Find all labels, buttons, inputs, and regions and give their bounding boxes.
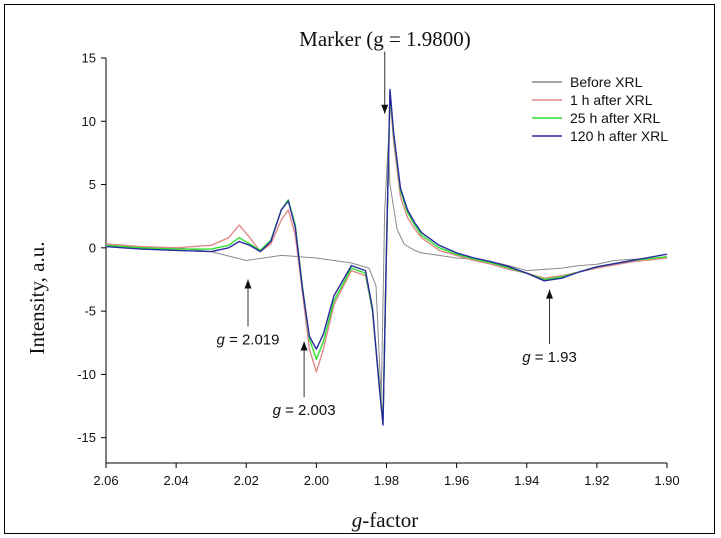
g-symbol: g [217,331,226,348]
marker-annotation-label: Marker (g = 1.9800) [299,27,471,51]
x-tick-label: 2.02 [234,473,259,488]
y-tick-label: -15 [77,430,96,445]
y-tick-label: 10 [82,114,96,129]
g-value: = 2.019 [225,331,280,348]
g-value-label-g2019: g = 2.019 [217,331,280,348]
legend-label: Before XRL [570,74,643,90]
legend-label: 120 h after XRL [570,128,668,144]
g-value-label-g2003: g = 2.003 [273,402,336,419]
g-value: = 2.003 [281,402,336,419]
annotation-arrow-g193 [546,289,554,345]
legend-item: 25 h after XRL [532,110,660,126]
legend-item: 120 h after XRL [532,128,668,144]
series-line-0 [105,142,668,401]
legend-label: 25 h after XRL [570,110,660,126]
series-layer [105,88,668,426]
x-tick-label: 1.98 [374,473,399,488]
y-tick-label: 15 [82,51,96,66]
annotation-arrow-g2019 [244,279,252,327]
y-tick-label: 5 [89,177,96,192]
x-axis-label: g-factor [352,508,418,532]
g-symbol: g [273,402,282,419]
axes: 2.06 2.04 2.02 2.00 1.98 1.96 1.94 1.92 1.90 15 10… [77,51,679,489]
y-tick-label: 0 [89,240,96,255]
annotation-arrow-g2003 [300,341,308,398]
y-tick-label: -5 [84,304,96,319]
y-tick-label: -10 [77,367,96,382]
x-tick-label: 2.06 [93,473,118,488]
g-value-label-g193: g = 1.93 [522,349,577,366]
x-tick-label: 1.96 [444,473,469,488]
legend-item: 1 h after XRL [532,92,653,108]
x-axis-label-rest: -factor [362,508,418,532]
x-tick-label: 1.92 [584,473,609,488]
legend: Before XRL 1 h after XRL 25 h after XRL 120… [532,74,668,144]
x-axis-label-italic: g [352,508,363,532]
series-line-3 [105,88,668,426]
y-axis-label: Intensity, a.u. [25,242,49,355]
annotation-arrow-marker [381,51,389,114]
x-tick-label: 2.00 [304,473,329,488]
x-tick-label: 2.04 [163,473,188,488]
g-symbol: g [522,349,531,366]
g-value: = 1.93 [531,349,577,366]
legend-label: 1 h after XRL [570,92,653,108]
x-tick-label: 1.90 [654,473,679,488]
legend-item: Before XRL [532,74,643,90]
x-tick-label: 1.94 [514,473,539,488]
